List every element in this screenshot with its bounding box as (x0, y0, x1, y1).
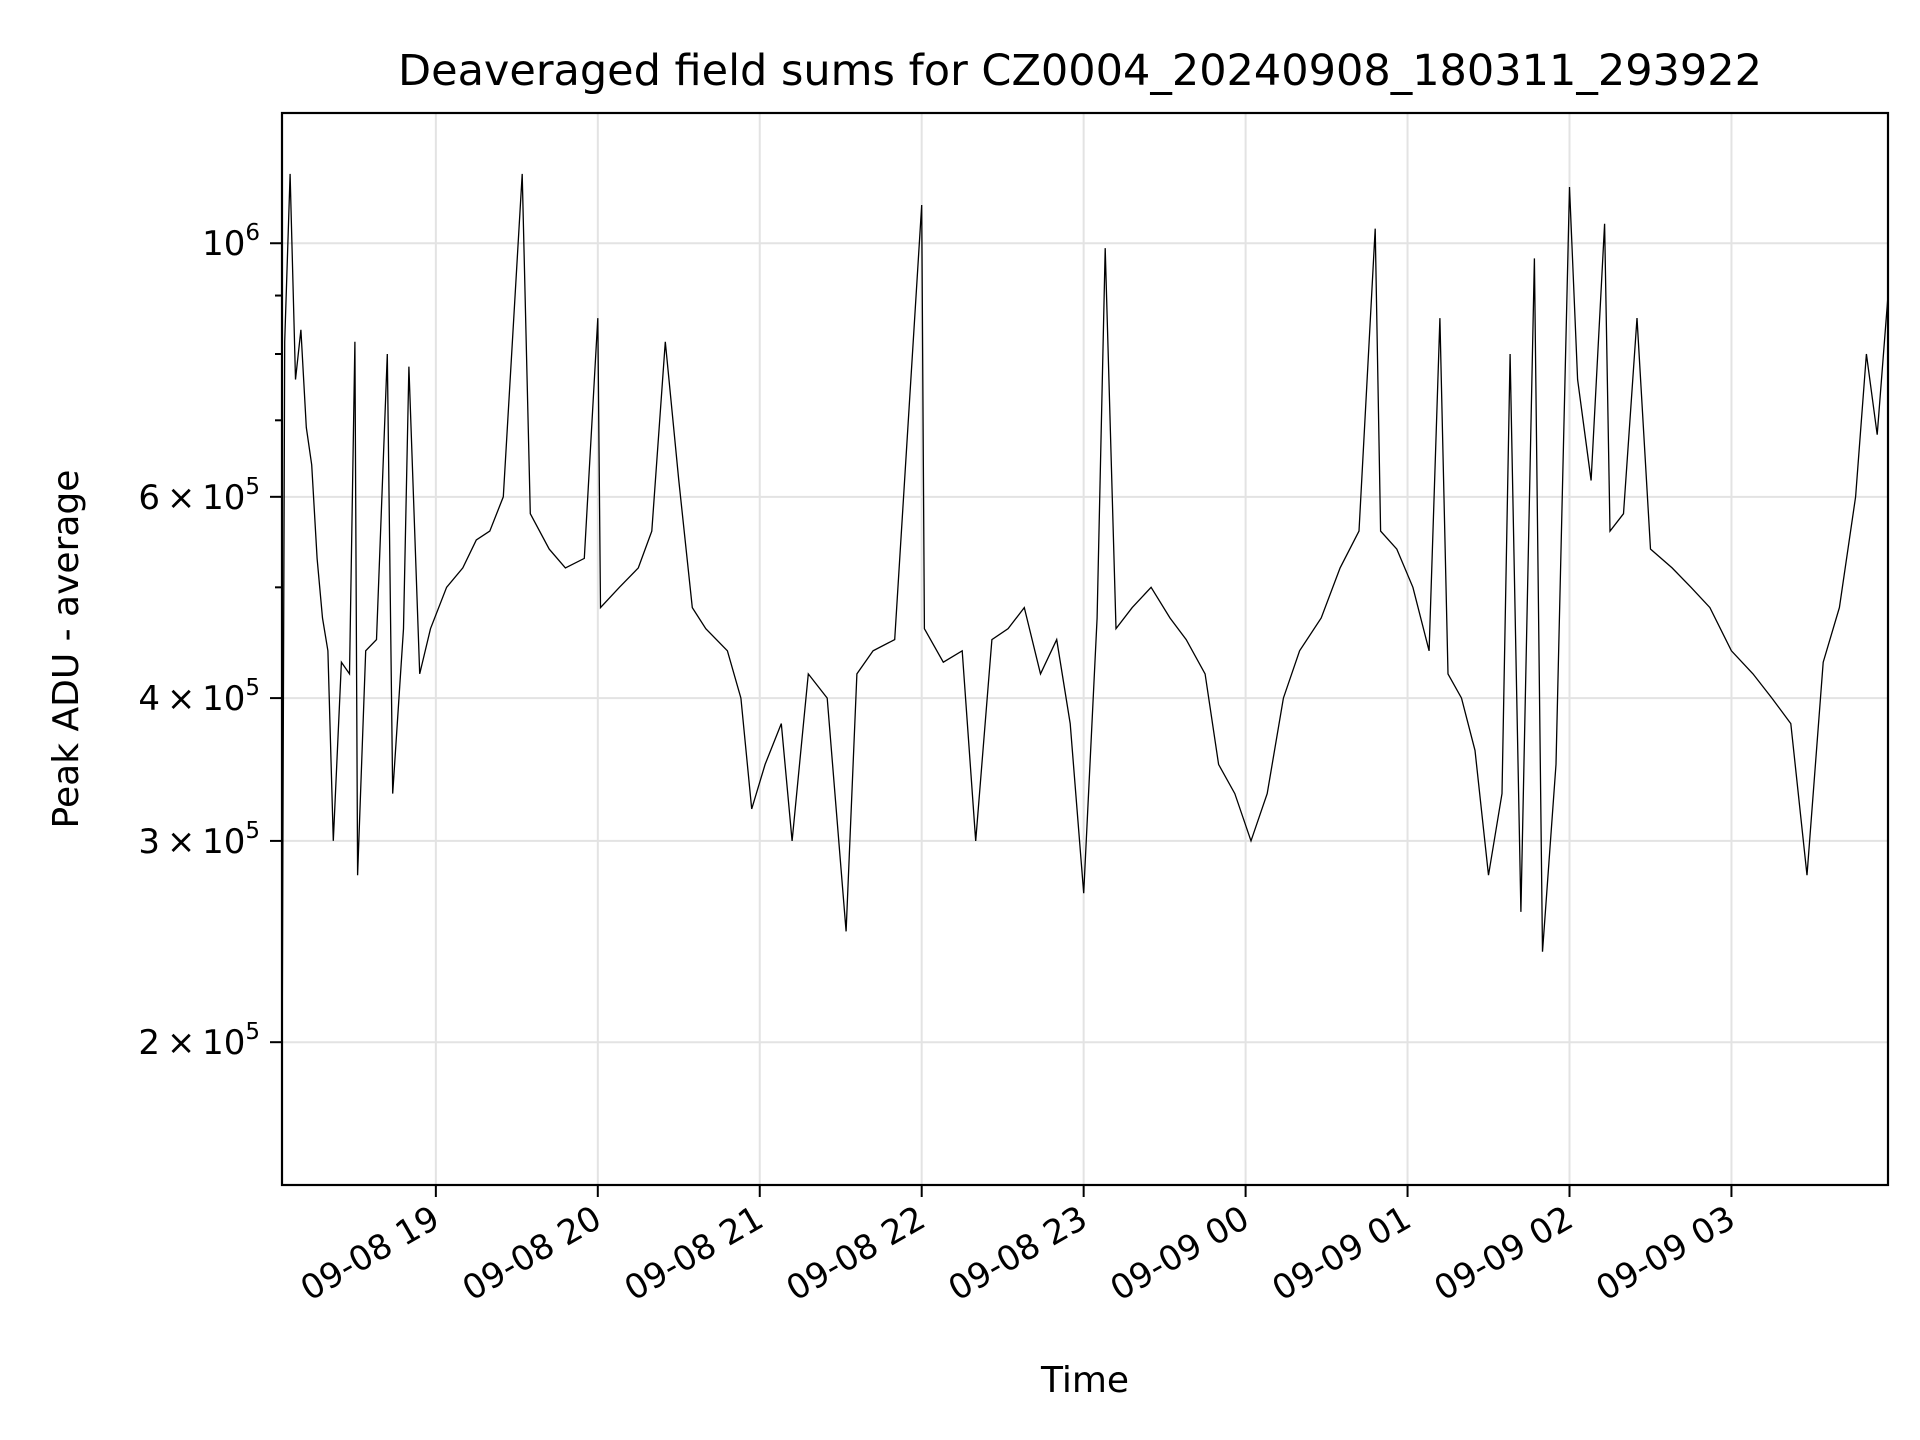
x-ticks: 09-08 19 09-08 20 09-08 21 09-08 22 09-08 23… (294, 1185, 1742, 1309)
plot-frame (280, 111, 1890, 1187)
x-tick-label: 09-08 23 (942, 1198, 1094, 1309)
data-series-line (281, 173, 1889, 1095)
grid-layer (282, 113, 1888, 1185)
y-tick-label: 3 × 105 (138, 818, 260, 862)
x-tick-label: 09-08 22 (780, 1198, 932, 1309)
y-tick-label: 6 × 105 (138, 474, 260, 518)
x-axis-label: Time (1040, 1360, 1129, 1401)
x-tick-label: 09-08 21 (618, 1198, 770, 1309)
x-tick-label: 09-08 20 (456, 1198, 608, 1309)
x-tick-label: 09-09 00 (1104, 1198, 1256, 1309)
chart-title: Deaveraged field sums for CZ0004_2024090… (398, 46, 1762, 96)
x-tick-label: 09-09 03 (1590, 1198, 1742, 1309)
y-tick-label: 106 (202, 220, 260, 264)
x-tick-label: 09-09 02 (1428, 1198, 1580, 1309)
y-ticks: 2 × 105 3 × 105 4 × 105 6 × 105 106 (138, 220, 282, 1063)
y-tick-label: 4 × 105 (138, 675, 260, 719)
x-tick-label: 09-09 01 (1266, 1198, 1418, 1309)
x-tick-label: 09-08 19 (294, 1198, 446, 1309)
y-tick-label: 2 × 105 (138, 1019, 260, 1063)
y-axis-label: Peak ADU - average (46, 470, 87, 829)
series-layer (281, 173, 1889, 1095)
